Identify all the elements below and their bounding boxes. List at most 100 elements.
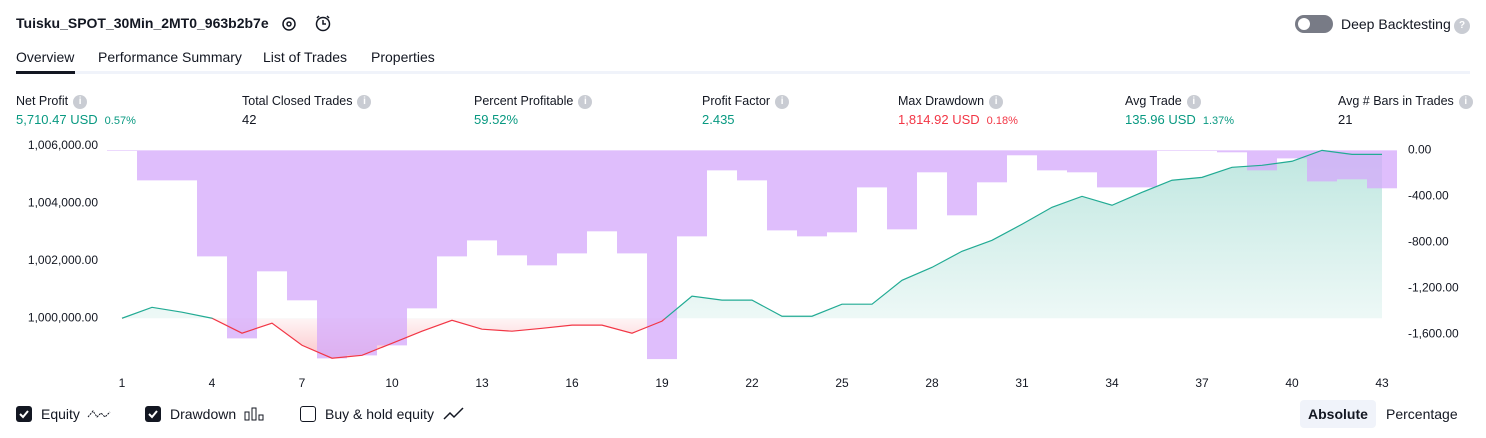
legend-label: Buy & hold equity bbox=[325, 406, 434, 422]
info-icon[interactable]: i bbox=[578, 95, 593, 109]
stat-value-text: 42 bbox=[242, 112, 257, 127]
stat-label: Avg Trade i bbox=[1125, 94, 1201, 109]
drawdown-bar bbox=[407, 150, 437, 309]
stat-percent: 0.18% bbox=[986, 115, 1018, 127]
stat-label-text: Profit Factor bbox=[702, 94, 771, 108]
tab[interactable]: List of Trades bbox=[263, 49, 348, 65]
stat-label: Avg # Bars in Trades i bbox=[1338, 94, 1473, 109]
y2-tick-label: -800.00 bbox=[1408, 235, 1449, 249]
y-tick-label: 1,000,000.00 bbox=[28, 310, 98, 324]
drawdown-bar bbox=[1187, 150, 1217, 151]
x-tick-label: 4 bbox=[209, 376, 216, 390]
x-tick-label: 7 bbox=[299, 376, 306, 390]
tab[interactable]: Properties bbox=[371, 49, 435, 65]
info-icon[interactable]: i bbox=[1458, 95, 1473, 109]
drawdown-bar bbox=[257, 150, 287, 272]
stat-value-text: 59.52% bbox=[474, 112, 519, 127]
drawdown-bar bbox=[1157, 150, 1187, 151]
drawdown-bar bbox=[1337, 150, 1367, 180]
stat-percent: 1.37% bbox=[1202, 115, 1235, 127]
stat-value-text: 2.435 bbox=[702, 112, 735, 127]
drawdown-bar bbox=[1007, 150, 1037, 156]
stat-value-text: 5,710.47 USD bbox=[16, 112, 98, 127]
y-tick-label: 1,004,000.00 bbox=[28, 195, 98, 209]
drawdown-bar bbox=[1037, 150, 1067, 171]
deep-backtesting-label: Deep Backtesting bbox=[1341, 16, 1451, 32]
stat-label-text: Max Drawdown bbox=[898, 94, 985, 108]
legend-label: Drawdown bbox=[170, 406, 237, 422]
stat-label-text: Avg # Bars in Trades bbox=[1338, 94, 1454, 108]
stat-value-text: 135.96 USD bbox=[1125, 112, 1196, 127]
stat-value: 2.435 bbox=[702, 112, 735, 127]
x-tick-label: 13 bbox=[475, 376, 489, 390]
x-tick-label: 28 bbox=[925, 376, 939, 390]
y-tick-label: 1,006,000.00 bbox=[28, 138, 98, 152]
stat-value: 21 bbox=[1338, 112, 1352, 127]
drawdown-bar bbox=[317, 150, 347, 359]
drawdown-bar bbox=[1067, 150, 1097, 173]
buy-hold-toggle[interactable]: Buy & hold equity bbox=[300, 406, 466, 422]
checkbox[interactable] bbox=[300, 406, 316, 422]
drawdown-bar bbox=[587, 150, 617, 232]
alert-icon[interactable] bbox=[314, 14, 334, 34]
stat-label: Profit Factor i bbox=[702, 94, 790, 109]
mode-percentage[interactable]: Percentage bbox=[1386, 406, 1458, 422]
strategy-title: Tuisku_SPOT_30Min_2MT0_963b2b7e bbox=[16, 15, 269, 31]
mode-absolute[interactable]: Absolute bbox=[1300, 400, 1376, 428]
checkbox[interactable] bbox=[145, 406, 161, 422]
info-icon[interactable]: i bbox=[357, 95, 372, 109]
x-tick-label: 16 bbox=[565, 376, 579, 390]
info-icon[interactable]: i bbox=[73, 95, 88, 109]
drawdown-bar bbox=[917, 150, 947, 173]
drawdown-bar bbox=[1097, 150, 1127, 188]
drawdown-bar bbox=[887, 150, 917, 230]
drawdown-bar bbox=[1307, 150, 1337, 182]
stat-label: Net Profit i bbox=[16, 94, 88, 109]
tab[interactable]: Overview bbox=[16, 49, 75, 65]
drawdown-bar bbox=[137, 150, 167, 181]
drawdown-bar bbox=[557, 150, 587, 254]
y2-tick-label: -400.00 bbox=[1408, 189, 1449, 203]
deep-backtesting-toggle[interactable] bbox=[1295, 15, 1333, 33]
stat-value: 5,710.47 USD 0.57% bbox=[16, 112, 136, 127]
drawdown-bar bbox=[767, 150, 797, 231]
x-tick-label: 43 bbox=[1375, 376, 1389, 390]
tab[interactable]: Performance Summary bbox=[98, 49, 242, 65]
y2-tick-label: 0.00 bbox=[1408, 143, 1432, 157]
drawdown-bar bbox=[167, 150, 197, 181]
drawdown-bar bbox=[1127, 150, 1157, 188]
help-icon[interactable]: ? bbox=[1454, 18, 1470, 34]
drawdown-bar bbox=[467, 150, 497, 241]
stat-percent: 0.57% bbox=[104, 115, 136, 127]
drawdown-bar bbox=[857, 150, 887, 188]
drawdown-bar bbox=[617, 150, 647, 254]
stat-label: Max Drawdown i bbox=[898, 94, 1004, 109]
drawdown-bar bbox=[107, 150, 137, 151]
settings-icon[interactable] bbox=[280, 15, 298, 33]
tab-divider bbox=[16, 71, 1470, 74]
y-tick-label: 1,002,000.00 bbox=[28, 253, 98, 267]
drawdown-bar bbox=[647, 150, 677, 360]
drawdown-bar bbox=[437, 150, 467, 257]
drawdown-toggle[interactable]: Drawdown bbox=[145, 406, 266, 422]
stat-label-text: Percent Profitable bbox=[474, 94, 574, 108]
drawdown-bar bbox=[1247, 150, 1277, 171]
drawdown-bar bbox=[977, 150, 1007, 183]
x-tick-label: 22 bbox=[745, 376, 759, 390]
stat-label-text: Net Profit bbox=[16, 94, 69, 108]
drawdown-bar bbox=[1217, 150, 1247, 153]
info-icon[interactable]: i bbox=[775, 95, 790, 109]
stat-value: 59.52% bbox=[474, 112, 518, 127]
drawdown-bar bbox=[797, 150, 827, 237]
info-icon[interactable]: i bbox=[1186, 95, 1201, 109]
tab-active-underline bbox=[16, 71, 75, 74]
y2-tick-label: -1,600.00 bbox=[1408, 327, 1459, 341]
info-icon[interactable]: i bbox=[989, 95, 1004, 109]
equity-toggle[interactable]: Equity bbox=[16, 406, 112, 422]
stat-label-text: Total Closed Trades bbox=[242, 94, 353, 108]
checkbox[interactable] bbox=[16, 406, 32, 422]
x-tick-label: 31 bbox=[1015, 376, 1029, 390]
x-tick-label: 40 bbox=[1285, 376, 1299, 390]
drawdown-bar bbox=[1367, 150, 1397, 189]
